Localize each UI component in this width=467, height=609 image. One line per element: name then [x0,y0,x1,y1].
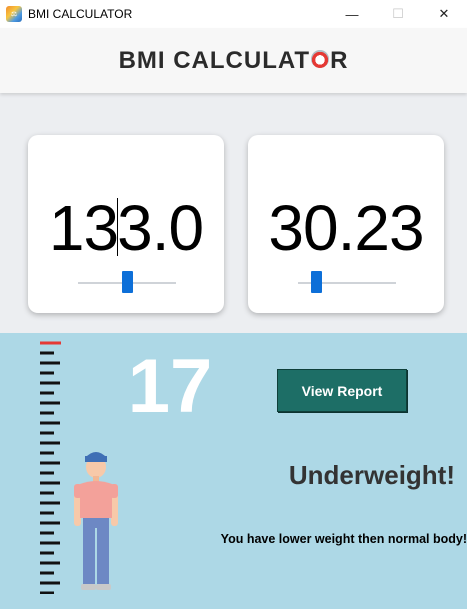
bmi-value: 17 [127,344,213,429]
ruler-tick [40,591,54,594]
maximize-button[interactable]: ☐ [392,6,404,21]
ruler-tick [40,501,60,505]
close-button[interactable]: ✕ [438,6,450,21]
view-report-button[interactable]: View Report [277,369,407,412]
height-ruler-icon [40,341,61,594]
ruler-tick [40,411,54,415]
ruler-tick [40,371,54,375]
ruler-tick [40,441,60,445]
window-controls: — ☐ ✕ [329,0,467,28]
ruler-tick [40,551,54,555]
weight-slider-thumb[interactable] [311,271,322,293]
app-header: BMI CALCULAT R [0,28,467,93]
ruler-tick [40,511,54,515]
scale-logo-icon [311,49,330,68]
ruler-tick [40,381,60,385]
page-title-text-start: BMI CALCULAT [118,46,311,74]
ruler-tick [40,361,60,365]
window-title: BMI CALCULATOR [28,7,133,21]
page-title: BMI CALCULAT R [119,47,349,75]
ruler-tick [40,531,54,535]
height-slider[interactable] [78,271,176,293]
bmi-status-label: Underweight! [288,460,455,490]
title-bar: ⚖ BMI CALCULATOR — ☐ ✕ [0,0,467,28]
height-value-end: 3.0 [117,192,204,264]
result-panel: 17 View Report Underweight! You have low… [0,333,467,609]
ruler-tick [40,471,54,475]
weight-slider[interactable] [298,271,396,293]
ruler-tick [40,391,54,395]
person-figure-icon [74,452,118,590]
ruler-top-mark [40,341,61,345]
height-value-start: 13 [48,192,119,264]
ruler-tick [40,541,60,545]
bmi-app-icon: ⚖ [6,6,22,22]
weight-input[interactable]: 30.23 [268,192,424,264]
ruler-tick [40,481,60,485]
page-title-text-end: R [330,46,349,74]
ruler-tick [40,581,60,585]
ruler-tick [40,521,60,525]
ruler-tick [40,451,54,455]
height-slider-thumb[interactable] [122,271,133,293]
ruler-tick [40,491,54,495]
weight-card: 30.23 [248,135,444,313]
ruler-tick [40,461,60,465]
ruler-tick [40,431,54,435]
ruler-tick [40,561,60,565]
text-caret [117,198,119,256]
minimize-button[interactable]: — [345,6,359,22]
ruler-tick [40,421,60,425]
ruler-tick [40,351,54,355]
ruler-tick [40,571,54,575]
ruler-tick [40,401,60,405]
bmi-status-message: You have lower weight then normal body! [220,532,467,546]
height-input[interactable]: 133.0 [28,191,224,265]
